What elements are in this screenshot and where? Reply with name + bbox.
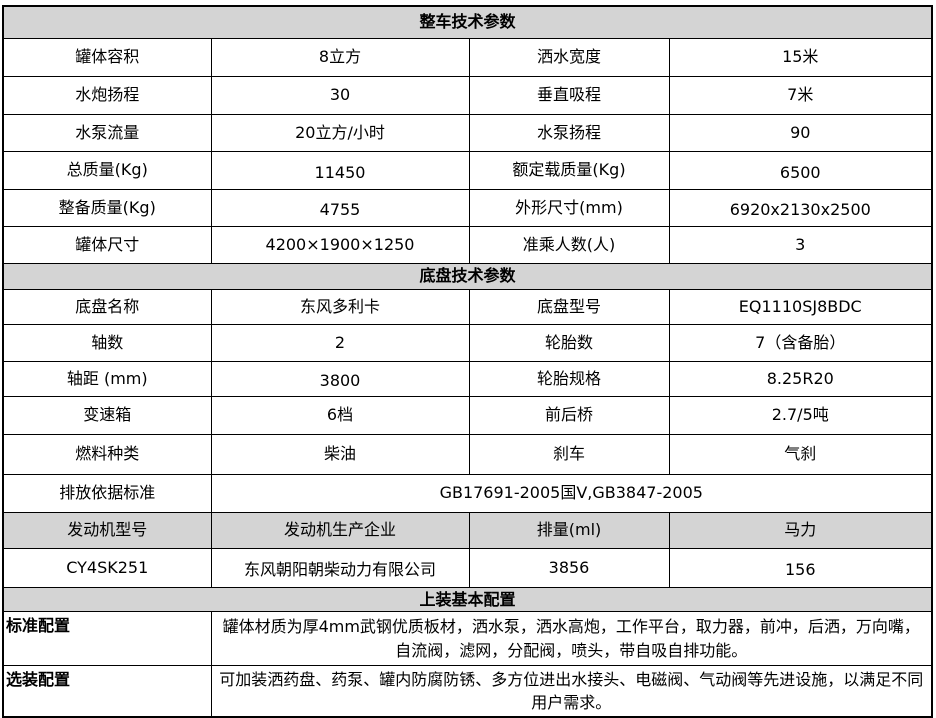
spec-label: 整备质量(Kg): [2, 188, 212, 227]
spec-value: 15米: [668, 37, 933, 77]
engine-manufacturer-value: 东风朝阳朝柴动力有限公司: [210, 547, 470, 588]
spec-label: 罐体容积: [2, 37, 212, 77]
spec-label: 水泵流量: [2, 113, 212, 152]
spec-label: 轴数: [2, 323, 212, 362]
spec-label: 准乘人数(人): [468, 225, 670, 264]
section-header-upper: 上装基本配置: [2, 586, 933, 613]
section-header-vehicle: 整车技术参数: [2, 5, 933, 39]
section-header-row-upper: 上装基本配置: [2, 586, 933, 613]
spec-label: 总质量(Kg): [2, 150, 212, 190]
spec-value: 7（含备胎）: [668, 323, 933, 362]
spec-label: 轮胎数: [468, 323, 670, 362]
spec-label: 轴距 (mm): [2, 360, 212, 397]
spec-label: 水泵扬程: [468, 113, 670, 152]
row-axles: 轴数 2 轮胎数 7（含备胎）: [2, 323, 933, 362]
optional-config-label: 选装配置: [2, 665, 212, 718]
row-curb-weight: 整备质量(Kg) 4755 外形尺寸(mm) 6920x2130x2500: [2, 188, 933, 227]
optional-config-value: 可加装洒药盘、药泵、罐内防腐防锈、多方位进出水接头、电磁阀、气动阀等先进设施，以…: [210, 665, 933, 718]
engine-header-model: 发动机型号: [2, 511, 212, 549]
spec-value: EQ1110SJ8BDC: [668, 288, 933, 325]
row-cannon-range: 水炮扬程 30 垂直吸程 7米: [2, 75, 933, 115]
spec-value: 30: [210, 75, 470, 115]
spec-label: 刹车: [468, 433, 670, 475]
spec-label: 前后桥: [468, 395, 670, 435]
engine-model-value: CY4SK251: [2, 547, 212, 588]
spec-label: 额定载质量(Kg): [468, 150, 670, 190]
spec-value: 6920x2130x2500: [668, 188, 933, 227]
spec-value: 2: [210, 323, 470, 362]
vehicle-spec-table: 整车技术参数 罐体容积 8立方 洒水宽度 15米 水炮扬程 30 垂直吸程 7米…: [2, 5, 934, 718]
row-emission-standard: 排放依据标准 GB17691-2005国Ⅴ,GB3847-2005: [2, 473, 933, 513]
spec-value: 90: [668, 113, 933, 152]
row-gearbox: 变速箱 6档 前后桥 2.7/5吨: [2, 395, 933, 435]
row-tank-size: 罐体尺寸 4200×1900×1250 准乘人数(人) 3: [2, 225, 933, 264]
spec-label: 燃料种类: [2, 433, 212, 475]
row-fuel-brake: 燃料种类 柴油 刹车 气刹: [2, 433, 933, 475]
standard-config-value: 罐体材质为厚4mm武钢优质板材，洒水泵，洒水高炮，工作平台，取力器，前冲，后洒，…: [210, 611, 933, 667]
section-header-chassis: 底盘技术参数: [2, 262, 933, 290]
row-gross-weight: 总质量(Kg) 11450 额定载质量(Kg) 6500: [2, 150, 933, 190]
spec-value: 柴油: [210, 433, 470, 475]
engine-header-displacement: 排量(ml): [468, 511, 670, 549]
section-header-row-vehicle: 整车技术参数: [2, 5, 933, 39]
spec-value: 气刹: [668, 433, 933, 475]
spec-value: 2.7/5吨: [668, 395, 933, 435]
engine-header-horsepower: 马力: [668, 511, 933, 549]
engine-data-row: CY4SK251 东风朝阳朝柴动力有限公司 3856 156: [2, 547, 933, 588]
engine-header-manufacturer: 发动机生产企业: [210, 511, 470, 549]
row-wheelbase: 轴距 (mm) 3800 轮胎规格 8.25R20: [2, 360, 933, 397]
spec-value: 4200×1900×1250: [210, 225, 470, 264]
spec-value: 4755: [210, 188, 470, 227]
spec-value: 7米: [668, 75, 933, 115]
spec-value: 东风多利卡: [210, 288, 470, 325]
spec-label: 洒水宽度: [468, 37, 670, 77]
row-pump-flow: 水泵流量 20立方/小时 水泵扬程 90: [2, 113, 933, 152]
spec-label: 底盘名称: [2, 288, 212, 325]
standard-config-label: 标准配置: [2, 611, 212, 667]
spec-value: 8.25R20: [668, 360, 933, 397]
spec-label: 轮胎规格: [468, 360, 670, 397]
spec-value: 8立方: [210, 37, 470, 77]
engine-displacement-value: 3856: [468, 547, 670, 588]
spec-label: 变速箱: [2, 395, 212, 435]
optional-config-row: 选装配置 可加装洒药盘、药泵、罐内防腐防锈、多方位进出水接头、电磁阀、气动阀等先…: [2, 665, 933, 718]
spec-value: 6500: [668, 150, 933, 190]
section-header-row-chassis: 底盘技术参数: [2, 262, 933, 290]
spec-label: 垂直吸程: [468, 75, 670, 115]
row-tank-volume: 罐体容积 8立方 洒水宽度 15米: [2, 37, 933, 77]
spec-value: 6档: [210, 395, 470, 435]
spec-value: 11450: [210, 150, 470, 190]
spec-label: 水炮扬程: [2, 75, 212, 115]
row-chassis-name: 底盘名称 东风多利卡 底盘型号 EQ1110SJ8BDC: [2, 288, 933, 325]
spec-value: 3800: [210, 360, 470, 397]
spec-label: 外形尺寸(mm): [468, 188, 670, 227]
spec-label: 罐体尺寸: [2, 225, 212, 264]
spec-label: 底盘型号: [468, 288, 670, 325]
engine-header-row: 发动机型号 发动机生产企业 排量(ml) 马力: [2, 511, 933, 549]
spec-value: GB17691-2005国Ⅴ,GB3847-2005: [210, 473, 933, 513]
spec-label: 排放依据标准: [2, 473, 212, 513]
engine-horsepower-value: 156: [668, 547, 933, 588]
spec-value: 3: [668, 225, 933, 264]
standard-config-row: 标准配置 罐体材质为厚4mm武钢优质板材，洒水泵，洒水高炮，工作平台，取力器，前…: [2, 611, 933, 667]
spec-value: 20立方/小时: [210, 113, 470, 152]
